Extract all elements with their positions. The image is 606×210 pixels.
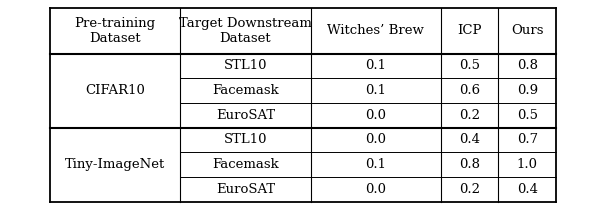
Text: 0.8: 0.8 <box>517 59 538 72</box>
Text: 0.0: 0.0 <box>365 183 386 196</box>
Text: Pre-training
Dataset: Pre-training Dataset <box>75 17 156 45</box>
Text: ICP: ICP <box>458 25 482 37</box>
Text: 0.5: 0.5 <box>459 59 480 72</box>
Text: STL10: STL10 <box>224 133 267 146</box>
Text: 0.1: 0.1 <box>365 158 386 171</box>
Text: EuroSAT: EuroSAT <box>216 109 275 122</box>
Text: 0.4: 0.4 <box>517 183 538 196</box>
Text: 0.4: 0.4 <box>459 133 480 146</box>
Text: STL10: STL10 <box>224 59 267 72</box>
Text: Facemask: Facemask <box>212 84 279 97</box>
Text: 0.7: 0.7 <box>517 133 538 146</box>
Text: 0.0: 0.0 <box>365 109 386 122</box>
Text: Witches’ Brew: Witches’ Brew <box>327 25 424 37</box>
Text: CIFAR10: CIFAR10 <box>85 84 145 97</box>
Text: Tiny-ImageNet: Tiny-ImageNet <box>65 158 165 171</box>
Text: 0.6: 0.6 <box>459 84 480 97</box>
Text: Target Downstream
Dataset: Target Downstream Dataset <box>179 17 312 45</box>
Text: 0.2: 0.2 <box>459 183 480 196</box>
Text: 1.0: 1.0 <box>517 158 538 171</box>
Text: 0.2: 0.2 <box>459 109 480 122</box>
Text: Ours: Ours <box>511 25 544 37</box>
Text: 0.8: 0.8 <box>459 158 480 171</box>
Text: 0.1: 0.1 <box>365 84 386 97</box>
Text: Facemask: Facemask <box>212 158 279 171</box>
Text: 0.0: 0.0 <box>365 133 386 146</box>
Text: EuroSAT: EuroSAT <box>216 183 275 196</box>
Text: 0.9: 0.9 <box>517 84 538 97</box>
Text: 0.1: 0.1 <box>365 59 386 72</box>
Text: 0.5: 0.5 <box>517 109 538 122</box>
